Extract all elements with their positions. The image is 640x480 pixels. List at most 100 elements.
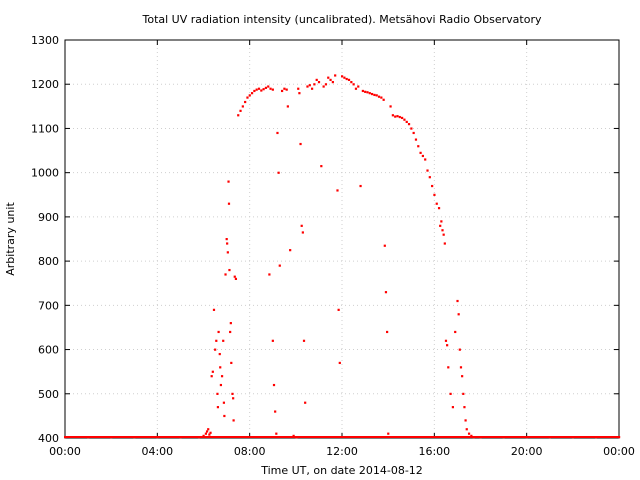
data-point	[454, 330, 457, 334]
data-point	[463, 406, 466, 409]
data-point	[246, 96, 249, 99]
data-points	[64, 74, 621, 439]
data-point	[386, 330, 389, 334]
data-point	[276, 131, 279, 135]
data-point	[396, 115, 399, 118]
data-point	[525, 436, 528, 439]
data-point	[228, 268, 231, 272]
data-point	[234, 277, 238, 280]
data-point	[389, 105, 392, 108]
x-axis-label: Time UT, on date 2014-08-12	[260, 464, 423, 477]
y-tick-label: 900	[38, 211, 59, 224]
data-point	[446, 344, 449, 347]
data-point	[212, 308, 216, 311]
data-point	[439, 224, 442, 227]
data-point	[285, 88, 288, 91]
data-point	[219, 366, 222, 369]
data-point	[215, 339, 218, 342]
data-point	[548, 436, 551, 439]
data-point	[64, 436, 67, 439]
data-point	[239, 109, 242, 112]
y-tick-label: 1000	[31, 167, 59, 180]
data-point	[264, 86, 268, 89]
data-point	[306, 85, 309, 88]
data-point	[283, 87, 286, 90]
data-point	[343, 76, 346, 79]
data-point	[295, 436, 299, 439]
data-point	[391, 114, 394, 117]
data-point	[426, 169, 429, 172]
data-point	[433, 193, 436, 196]
data-point	[449, 392, 452, 395]
data-point	[327, 76, 330, 79]
data-point	[217, 330, 220, 334]
data-point	[226, 251, 229, 254]
x-tick-label: 00:00	[603, 445, 635, 458]
data-point	[383, 244, 386, 247]
data-point	[417, 145, 420, 148]
data-point	[354, 87, 358, 90]
data-point	[286, 105, 289, 108]
data-point	[294, 436, 298, 439]
data-point	[419, 151, 422, 154]
data-point	[368, 92, 371, 95]
data-point	[244, 100, 247, 104]
data-point	[277, 171, 280, 174]
data-point	[202, 434, 205, 437]
y-tick-label: 800	[38, 255, 59, 268]
y-tick-label: 1300	[31, 34, 59, 47]
data-point	[211, 370, 214, 373]
data-point	[502, 436, 505, 439]
y-tick-label: 400	[38, 432, 59, 445]
data-point	[373, 93, 376, 97]
data-point	[322, 85, 325, 88]
data-point	[301, 231, 304, 234]
data-point	[253, 89, 256, 93]
x-tick-label: 12:00	[326, 445, 358, 458]
data-point	[237, 114, 240, 117]
data-point	[315, 78, 318, 81]
data-point	[271, 88, 274, 91]
data-point	[216, 406, 220, 409]
x-tick-label: 20:00	[511, 445, 543, 458]
data-point	[268, 273, 271, 276]
data-point	[479, 436, 482, 439]
data-point	[299, 142, 302, 146]
data-point	[205, 430, 209, 433]
data-point	[462, 392, 465, 395]
data-point	[308, 84, 311, 87]
data-point	[216, 392, 219, 395]
data-point	[398, 115, 401, 119]
data-point	[250, 92, 254, 95]
data-point	[465, 428, 468, 431]
data-point	[317, 81, 321, 84]
data-point	[223, 414, 226, 418]
y-tick-label: 500	[38, 388, 59, 401]
data-point	[444, 339, 448, 342]
data-point	[133, 436, 136, 439]
data-point	[458, 348, 461, 351]
data-point	[441, 229, 444, 232]
data-point	[412, 131, 415, 135]
data-point	[260, 89, 263, 92]
data-point	[428, 176, 431, 179]
data-point	[298, 92, 301, 95]
data-point	[334, 74, 337, 77]
data-point	[324, 83, 328, 86]
data-point	[255, 88, 258, 91]
data-point	[297, 87, 300, 90]
data-point	[262, 88, 265, 91]
data-point	[459, 366, 463, 369]
data-point	[382, 98, 385, 101]
data-point	[313, 83, 316, 86]
data-point	[110, 436, 113, 439]
data-point	[401, 116, 404, 120]
data-point	[366, 91, 369, 94]
data-point	[571, 436, 575, 439]
data-point	[456, 299, 459, 303]
data-point	[361, 89, 364, 93]
y-tick-label: 700	[38, 299, 59, 312]
data-point	[208, 433, 211, 436]
data-point	[218, 352, 221, 356]
data-point	[257, 87, 261, 90]
